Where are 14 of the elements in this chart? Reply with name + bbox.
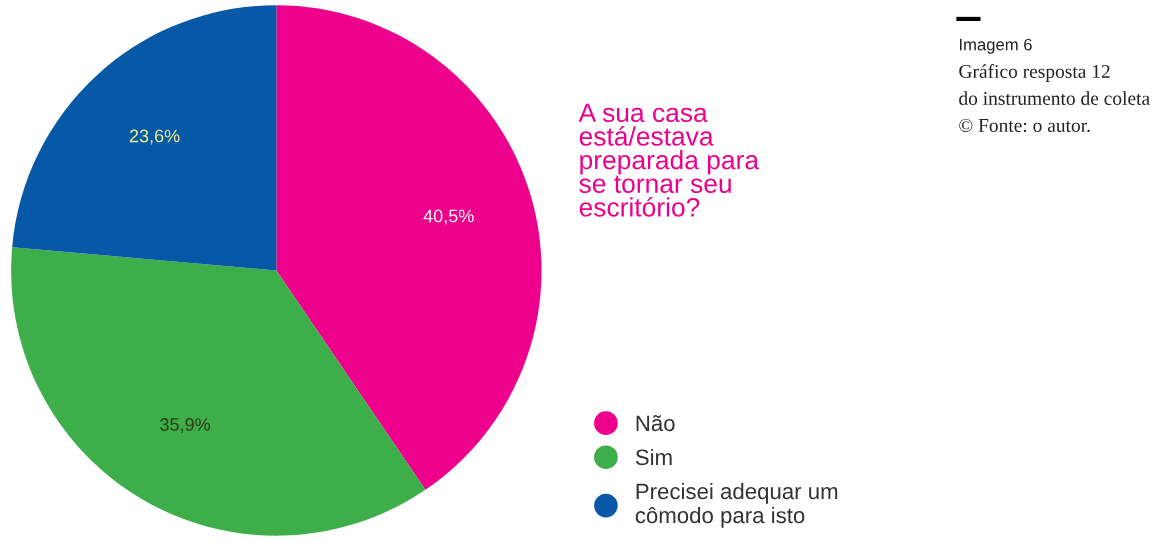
text: Gráfico resposta 12	[959, 64, 1110, 82]
pie-slice	[12, 5, 277, 271]
data-label: 35,9%	[160, 418, 211, 433]
legend-label: Sim	[635, 448, 672, 466]
data-label: 23,6%	[129, 129, 180, 145]
text: do instrumento de coleta	[959, 91, 1150, 105]
legend-label: Precisei adequar um cômodo para isto	[635, 482, 838, 528]
pie-slice	[11, 247, 426, 536]
pie-slice	[276, 5, 542, 490]
text: Imagem 6	[959, 38, 1032, 54]
legend-label: Não	[636, 414, 675, 432]
data-label: 40,5%	[423, 209, 474, 225]
text: © Fonte: o autor.	[959, 118, 1090, 133]
text: A sua casa está/estava preparada para se tornar seu escritório?	[578, 103, 760, 217]
